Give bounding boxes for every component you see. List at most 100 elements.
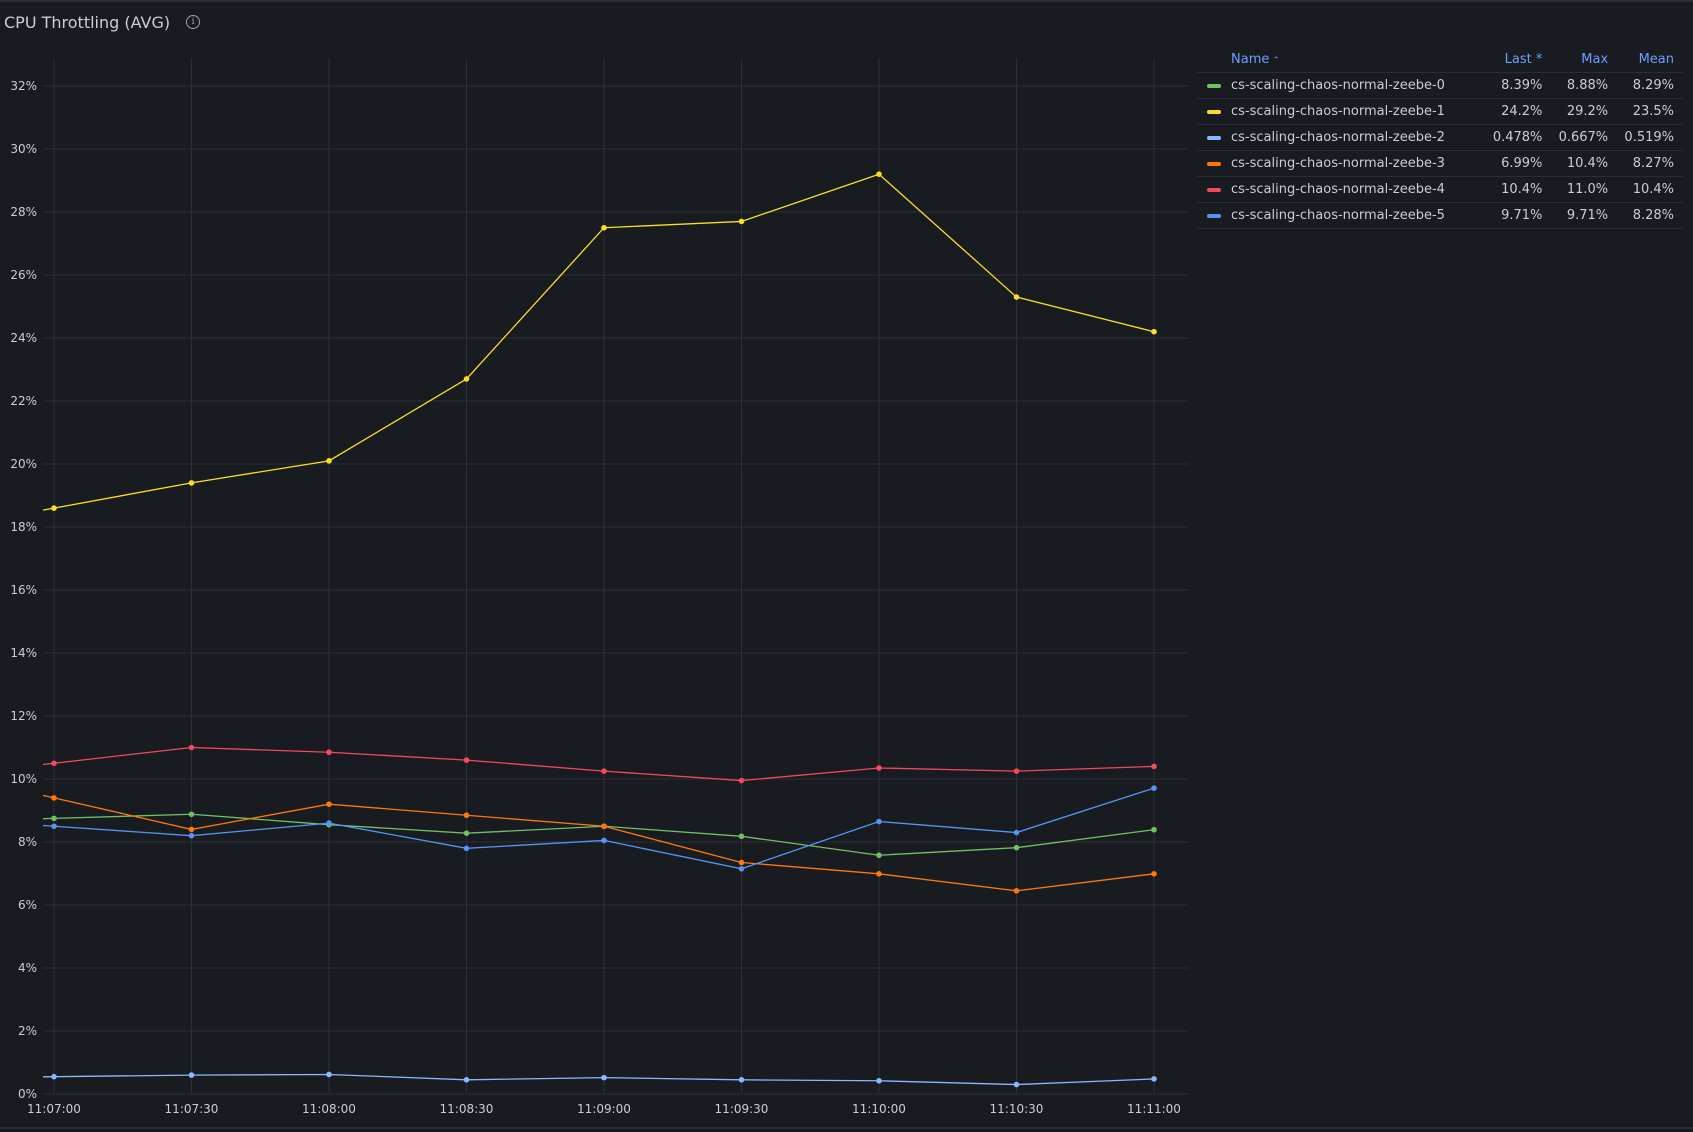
data-point[interactable] (188, 832, 195, 839)
x-tick-label: 11:10:00 (852, 1102, 906, 1116)
data-point[interactable] (326, 801, 332, 807)
series-5[interactable] (42, 785, 1157, 872)
data-point[interactable] (326, 458, 332, 464)
legend-header-last[interactable]: Last * (1504, 51, 1543, 67)
data-point[interactable] (738, 218, 745, 225)
data-point[interactable] (1013, 844, 1020, 851)
series-color-swatch (1207, 187, 1221, 192)
data-point[interactable] (1013, 768, 1020, 774)
data-point[interactable] (738, 859, 745, 866)
series-line (42, 746, 1155, 782)
data-point[interactable] (1151, 763, 1157, 770)
data-point[interactable] (1151, 1076, 1157, 1082)
data-point[interactable] (601, 1074, 607, 1081)
legend-row[interactable]: cs-scaling-chaos-normal-zeebe-0 8.39% 8.88… (1197, 72, 1683, 99)
data-point[interactable] (188, 744, 195, 751)
y-tick-label: 4% (18, 961, 37, 975)
data-point[interactable] (876, 871, 882, 877)
data-point[interactable] (463, 812, 470, 819)
data-point[interactable] (601, 837, 607, 844)
series-line (42, 1073, 1155, 1086)
data-point[interactable] (1151, 826, 1157, 833)
series-color-swatch (1207, 109, 1221, 114)
legend-series-name[interactable]: cs-scaling-chaos-normal-zeebe-1 (1197, 98, 1486, 125)
legend-series-name[interactable]: cs-scaling-chaos-normal-zeebe-0 (1197, 72, 1486, 99)
data-point[interactable] (188, 811, 195, 818)
data-point[interactable] (1151, 785, 1157, 791)
line-chart[interactable]: 0% 2% 4% 6% 8% 10% 12% 14% 16% 18% 20% 22% 24% 26% 28%… (0, 0, 1195, 1132)
series-name: cs-scaling-chaos-normal-zeebe-4 (1231, 182, 1445, 197)
legend-max-value: 29.2% (1551, 98, 1618, 125)
legend-max-value: 10.4% (1551, 150, 1618, 177)
panel-title: CPU Throttling (AVG) (4, 12, 171, 32)
legend-series-name[interactable]: cs-scaling-chaos-normal-zeebe-3 (1197, 150, 1486, 177)
data-point[interactable] (738, 777, 745, 784)
data-point[interactable] (51, 1073, 57, 1080)
y-tick-label: 0% (18, 1087, 37, 1101)
legend-series-name[interactable]: cs-scaling-chaos-normal-zeebe-4 (1197, 176, 1486, 203)
legend-series-name[interactable]: cs-scaling-chaos-normal-zeebe-2 (1197, 124, 1486, 151)
y-axis-ticks: 0% 2% 4% 6% 8% 10% 12% 14% 16% 18% 20% 22% 24% 26% 28%… (10, 79, 37, 1101)
data-point[interactable] (738, 865, 745, 872)
data-point[interactable] (876, 171, 882, 177)
data-point[interactable] (463, 1077, 470, 1083)
series-3[interactable] (42, 794, 1157, 894)
data-point[interactable] (876, 852, 882, 859)
data-point[interactable] (51, 760, 57, 767)
legend-header-name[interactable]: Name ⌃ (1231, 51, 1280, 67)
legend-header-max[interactable]: Max (1581, 51, 1609, 67)
y-tick-label: 8% (18, 835, 37, 849)
info-icon[interactable]: i (186, 15, 201, 29)
data-point[interactable] (326, 1071, 332, 1078)
data-point[interactable] (876, 818, 882, 825)
legend-series-name[interactable]: cs-scaling-chaos-normal-zeebe-5 (1197, 202, 1486, 229)
data-point[interactable] (1013, 294, 1020, 300)
y-tick-label: 28% (10, 205, 37, 219)
legend-row[interactable]: cs-scaling-chaos-normal-zeebe-4 10.4% 11.0… (1197, 176, 1683, 203)
series-1[interactable] (42, 171, 1157, 511)
legend-max-value: 0.667% (1551, 124, 1618, 151)
data-point[interactable] (51, 795, 57, 801)
data-point[interactable] (188, 480, 195, 486)
data-point[interactable] (1013, 1081, 1020, 1088)
legend-mean-value: 8.29% (1617, 72, 1683, 99)
legend-row[interactable]: cs-scaling-chaos-normal-zeebe-3 6.99% 10.4… (1197, 150, 1683, 177)
series-0[interactable] (42, 811, 1157, 859)
data-point[interactable] (601, 224, 607, 231)
data-point[interactable] (1151, 871, 1157, 877)
data-point[interactable] (326, 820, 332, 826)
legend-row[interactable]: cs-scaling-chaos-normal-zeebe-5 9.71% 9.71… (1197, 202, 1683, 229)
data-point[interactable] (1151, 328, 1157, 335)
data-point[interactable] (188, 1072, 195, 1078)
data-point[interactable] (51, 823, 57, 830)
x-tick-label: 11:11:00 (1127, 1102, 1181, 1116)
legend-max-value: 9.71% (1551, 202, 1618, 229)
data-point[interactable] (1013, 829, 1020, 836)
data-point[interactable] (463, 376, 470, 382)
data-point[interactable] (876, 1077, 882, 1084)
data-point[interactable] (738, 1077, 745, 1083)
bottom-divider (0, 1127, 1693, 1129)
data-point[interactable] (463, 845, 470, 852)
data-point[interactable] (51, 505, 57, 511)
legend-header-mean[interactable]: Mean (1638, 51, 1674, 67)
series-name: cs-scaling-chaos-normal-zeebe-5 (1231, 208, 1445, 223)
y-tick-label: 32% (10, 79, 37, 93)
legend-mean-value: 8.28% (1617, 202, 1683, 229)
data-point[interactable] (1013, 888, 1020, 894)
data-point[interactable] (876, 765, 882, 771)
legend-row[interactable]: cs-scaling-chaos-normal-zeebe-2 0.478% 0.6… (1197, 124, 1683, 151)
data-point[interactable] (463, 830, 470, 836)
data-point[interactable] (601, 823, 607, 830)
data-point[interactable] (188, 826, 195, 833)
y-tick-label: 24% (10, 331, 37, 345)
x-tick-label: 11:08:00 (302, 1102, 356, 1116)
data-point[interactable] (326, 749, 332, 756)
data-point[interactable] (601, 768, 607, 774)
series-4[interactable] (42, 744, 1157, 784)
data-point[interactable] (51, 815, 57, 822)
legend-row[interactable]: cs-scaling-chaos-normal-zeebe-1 24.2% 29.2… (1197, 98, 1683, 125)
data-point[interactable] (738, 833, 745, 840)
data-point[interactable] (463, 757, 470, 763)
series-2[interactable] (42, 1071, 1157, 1088)
